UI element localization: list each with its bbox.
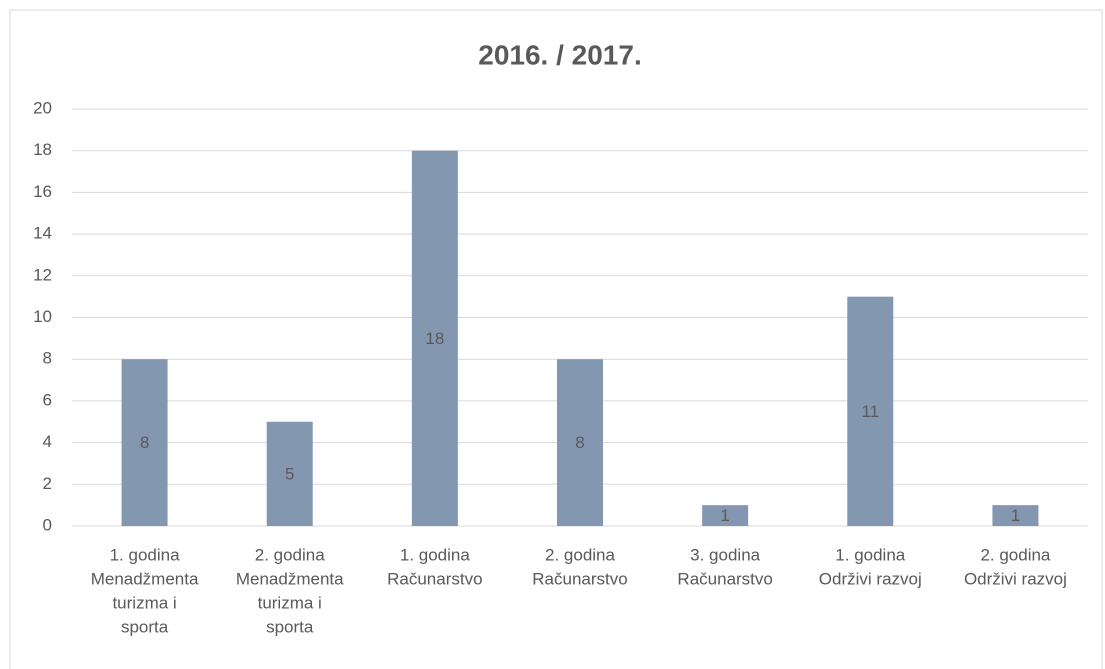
x-tick-label: Održivi razvoj [819, 569, 922, 588]
x-tick-label: Menadžmenta [91, 569, 199, 588]
bar [992, 505, 1039, 526]
chart-frame [9, 9, 1103, 669]
y-tick-label: 16 [33, 182, 52, 201]
y-tick-label: 14 [33, 224, 52, 243]
chart-title: 2016. / 2017. [478, 39, 641, 70]
bar [266, 421, 313, 526]
bar [702, 505, 749, 526]
x-tick-label: 1. godina [835, 545, 905, 564]
x-tick-label: turizma i [258, 593, 322, 612]
y-tick-label: 10 [33, 307, 52, 326]
y-tick-label: 2 [43, 474, 52, 493]
bar [121, 359, 168, 526]
x-tick-label: sporta [266, 617, 314, 636]
y-tick-label: 12 [33, 265, 52, 284]
y-tick-label: 4 [43, 432, 52, 451]
y-tick-label: 20 [33, 98, 52, 117]
x-tick-label: Održivi razvoj [964, 569, 1067, 588]
value-label: 8 [140, 433, 149, 452]
y-tick-label: 18 [33, 140, 52, 159]
x-tick-label: turizma i [112, 593, 176, 612]
x-tick-label: Računarstvo [532, 569, 627, 588]
x-tick-label: Računarstvo [677, 569, 772, 588]
bar [557, 359, 603, 526]
value-label: 1 [720, 506, 729, 525]
y-tick-label: 8 [43, 349, 52, 368]
x-tick-label: Računarstvo [387, 569, 482, 588]
value-label: 8 [575, 433, 584, 452]
x-tick-label: 1. godina [110, 545, 180, 564]
value-label: 1 [1011, 506, 1020, 525]
x-tick-label: sporta [121, 617, 169, 636]
x-tick-label: 2. godina [255, 545, 325, 564]
x-tick-label: 1. godina [400, 545, 470, 564]
x-tick-label: 2. godina [980, 545, 1050, 564]
x-tick-label: 3. godina [690, 545, 760, 564]
value-label: 18 [425, 329, 444, 348]
y-tick-label: 0 [43, 515, 52, 534]
value-label: 5 [285, 464, 294, 483]
x-tick-label: 2. godina [545, 545, 615, 564]
y-tick-label: 6 [43, 390, 52, 409]
bar [847, 296, 894, 526]
value-label: 11 [861, 402, 879, 421]
x-tick-label: Menadžmenta [236, 569, 344, 588]
bar [411, 150, 458, 526]
